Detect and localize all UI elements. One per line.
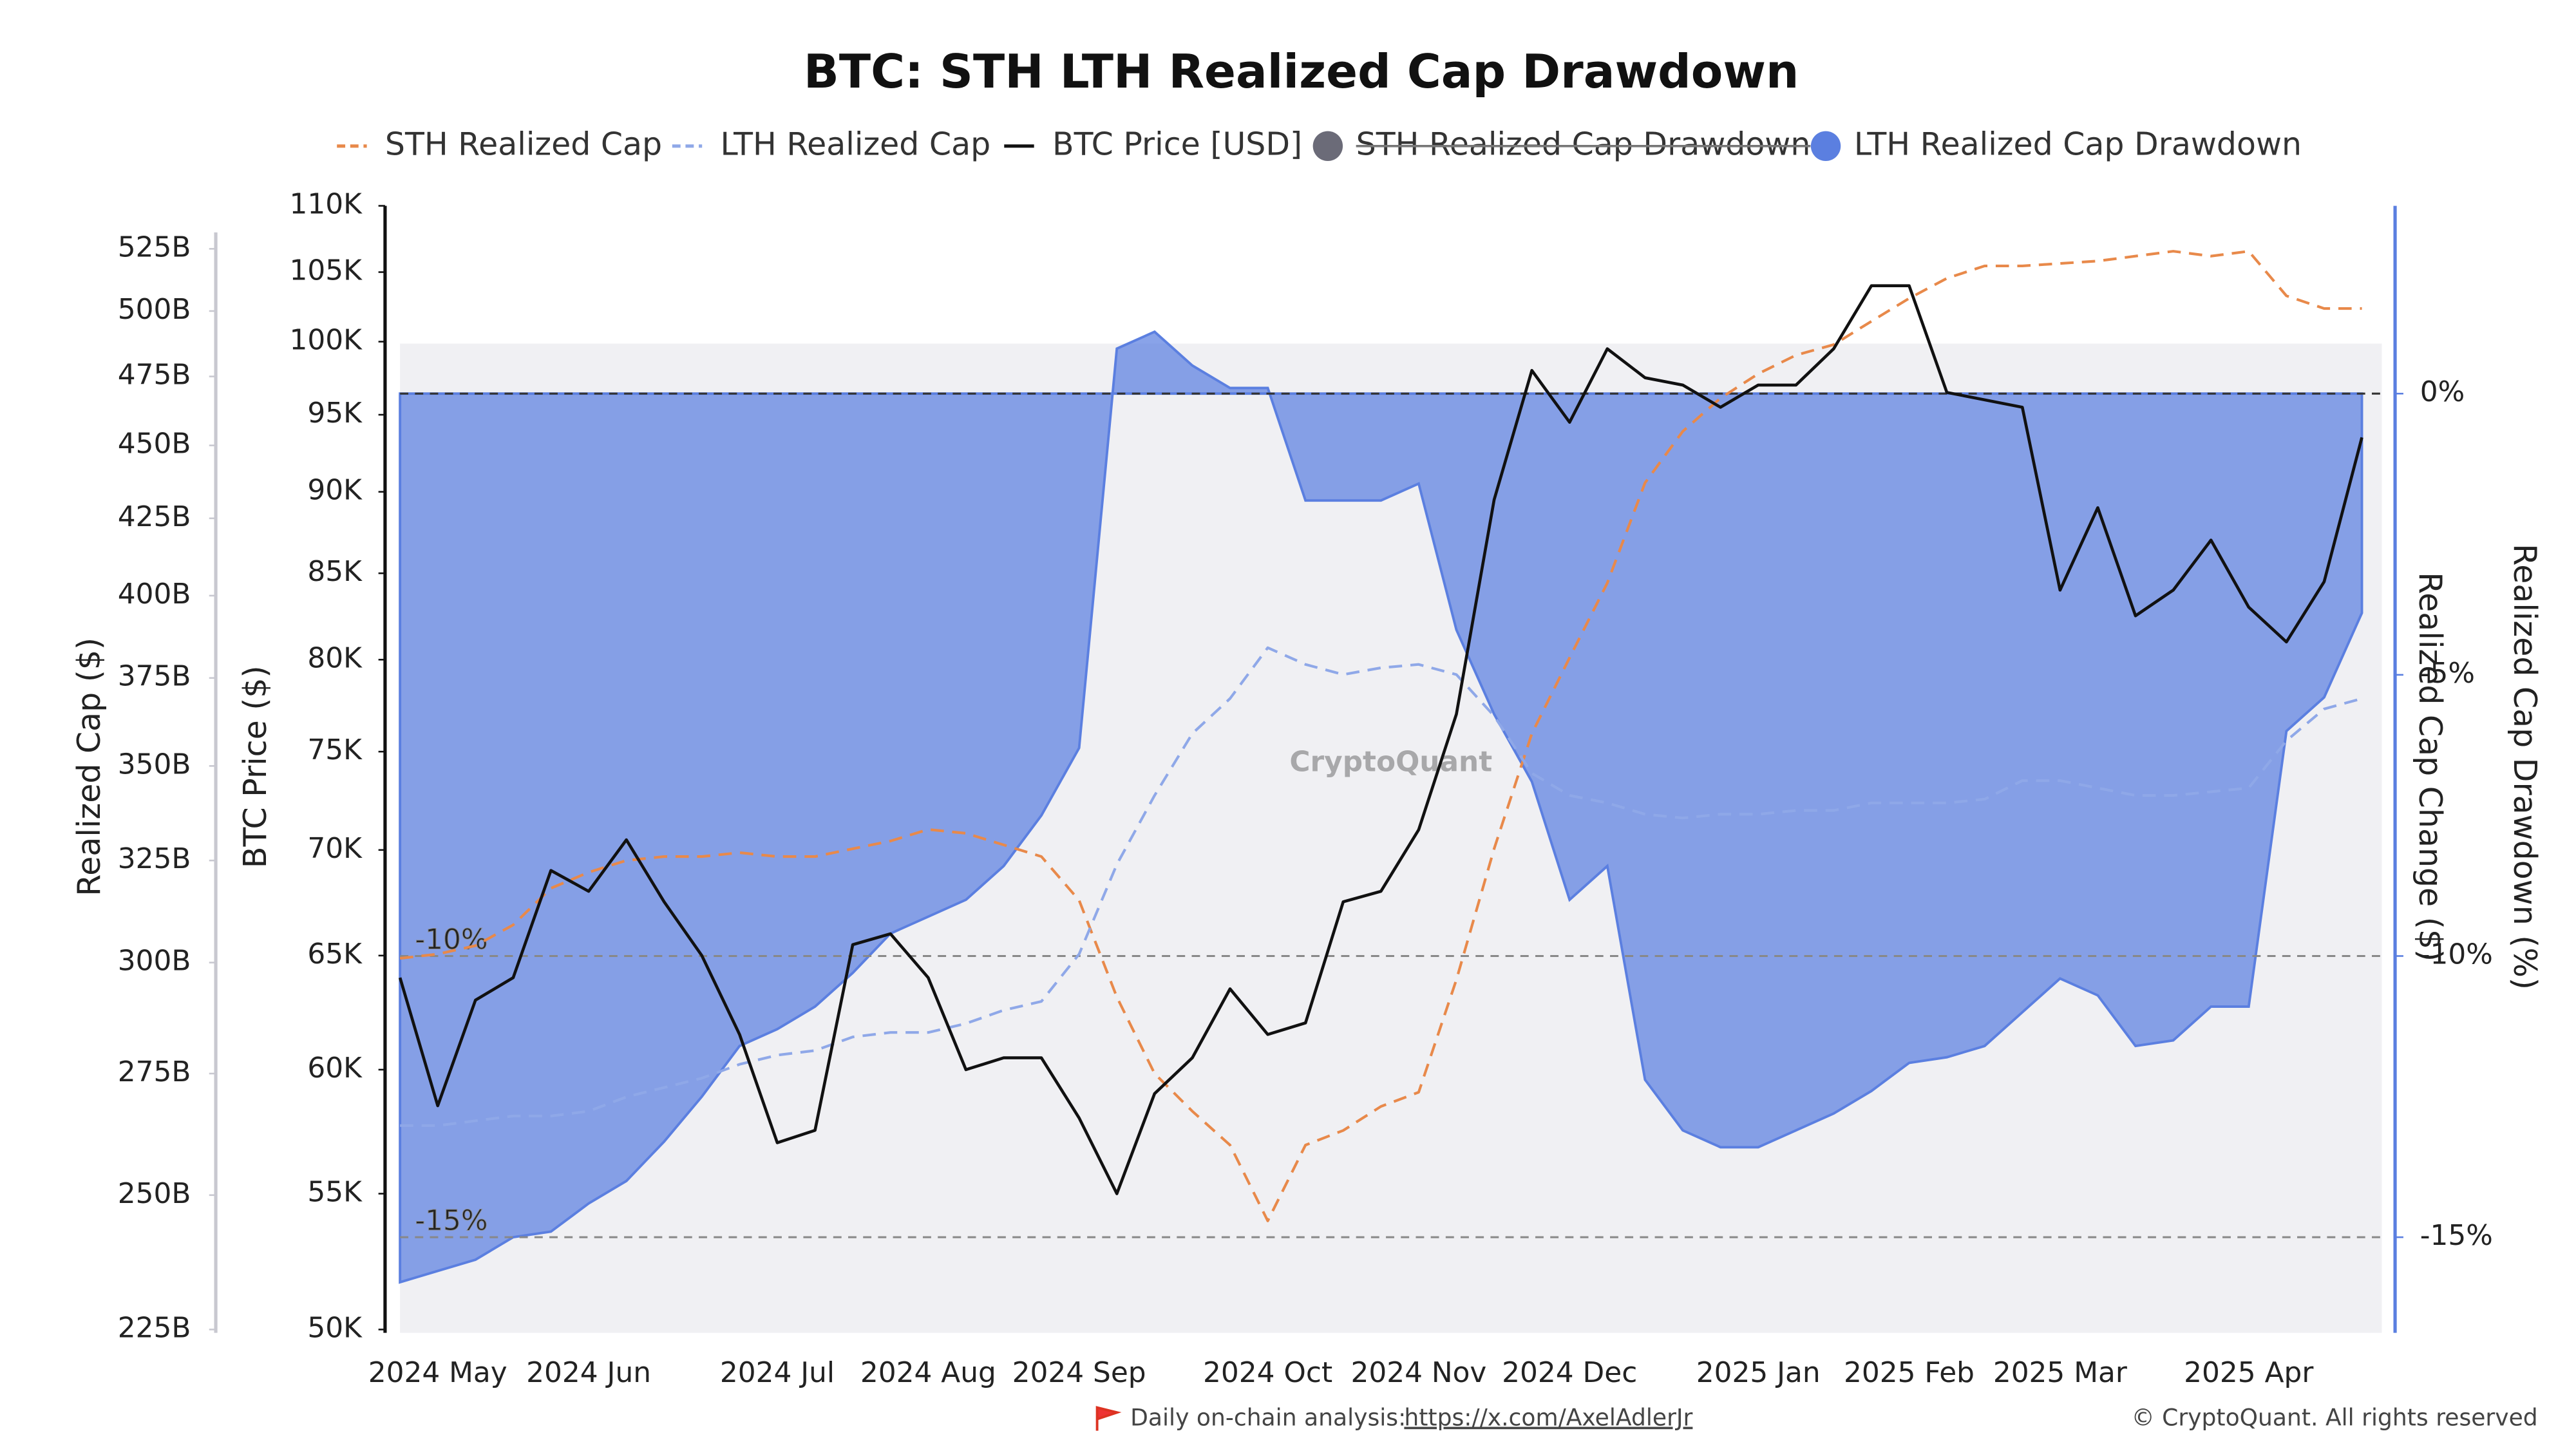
x-tick-label: 2025 Apr <box>2184 1356 2313 1389</box>
drawdown-tick-label: -5% <box>2420 657 2475 690</box>
price-tick-label: 80K <box>307 641 363 674</box>
x-tick-label: 2024 Oct <box>1203 1356 1332 1389</box>
x-tick-label: 2024 Nov <box>1350 1356 1486 1389</box>
legend-label: LTH Realized Cap Drawdown <box>1854 126 2302 162</box>
legend-label: BTC Price [USD] <box>1052 126 1302 162</box>
price-tick-label: 70K <box>307 832 363 865</box>
price-tick-label: 85K <box>307 555 363 588</box>
realized-tick-label: 450B <box>118 428 191 460</box>
price-tick-label: 55K <box>307 1176 363 1209</box>
realized-tick-label: 425B <box>118 500 191 533</box>
realized-tick-label: 375B <box>118 660 191 693</box>
realized-tick-label: 275B <box>118 1056 191 1088</box>
drawdown-tick-label: -15% <box>2420 1219 2493 1252</box>
x-tick-label: 2024 Dec <box>1502 1356 1637 1389</box>
chart-title: BTC: STH LTH Realized Cap Drawdown <box>804 45 1799 99</box>
price-tick-label: 75K <box>307 734 363 766</box>
legend-label: LTH Realized Cap <box>721 126 991 162</box>
price-tick-label: 105K <box>290 254 363 287</box>
realized-tick-label: 300B <box>118 945 191 978</box>
price-tick-label: 60K <box>307 1052 363 1084</box>
flag-icon <box>1095 1406 1122 1431</box>
realized-tick-label: 525B <box>118 231 191 263</box>
price-tick-label: 65K <box>307 938 363 971</box>
watermark: CryptoQuant <box>1289 746 1492 779</box>
realized-tick-label: 350B <box>118 748 191 781</box>
x-tick-label: 2025 Jan <box>1696 1356 1821 1389</box>
y2-axis-title-secondary: Realized Cap Change ($) <box>2412 572 2448 961</box>
x-tick-label: 2024 Jun <box>526 1356 651 1389</box>
y2-axis-title: Realized Cap Drawdown (%) <box>2506 544 2543 990</box>
copyright: © CryptoQuant. All rights reserved <box>2132 1405 2538 1432</box>
realized-tick-label: 250B <box>118 1177 191 1210</box>
realized-tick-label: 225B <box>118 1311 191 1344</box>
price-line <box>398 284 2363 1195</box>
price-tick-label: 90K <box>307 474 363 507</box>
x-tick-label: 2024 Sep <box>1012 1356 1146 1389</box>
drawdown-area <box>399 330 2363 1284</box>
realized-tick-label: 500B <box>118 293 191 326</box>
source-note: Daily on-chain analysis: <box>1130 1405 1406 1432</box>
realized-tick-label: 400B <box>118 578 191 611</box>
drawdown-tick-label: 0% <box>2420 375 2465 408</box>
source-link[interactable]: https://x.com/AxelAdlerJr <box>1404 1405 1692 1432</box>
legend-marker <box>1312 131 1343 161</box>
price-tick-label: 110K <box>290 188 363 221</box>
x-tick-label: 2024 Jul <box>720 1356 835 1389</box>
x-tick-label: 2025 Feb <box>1844 1356 1975 1389</box>
x-tick-label: 2025 Mar <box>1993 1356 2127 1389</box>
drawdown-tick-label: -10% <box>2420 938 2493 971</box>
realized-cap-line <box>399 250 2362 1222</box>
price-tick-label: 50K <box>307 1311 363 1344</box>
y-axis-title: Realized Cap ($) <box>71 638 108 896</box>
reference-label: -15% <box>415 1204 488 1237</box>
price-axis-title: BTC Price ($) <box>237 665 274 868</box>
x-tick-label: 2024 May <box>368 1356 507 1389</box>
realized-cap-line <box>400 646 2363 1127</box>
price-tick-label: 95K <box>307 397 363 430</box>
price-tick-label: 100K <box>290 324 363 357</box>
x-tick-label: 2024 Aug <box>860 1356 996 1389</box>
realized-tick-label: 475B <box>118 359 191 392</box>
legend-label: STH Realized Cap <box>385 126 662 162</box>
realized-tick-label: 325B <box>118 842 191 875</box>
legend-marker <box>1810 131 1841 161</box>
legend-label: STH Realized Cap Drawdown <box>1356 126 1811 162</box>
